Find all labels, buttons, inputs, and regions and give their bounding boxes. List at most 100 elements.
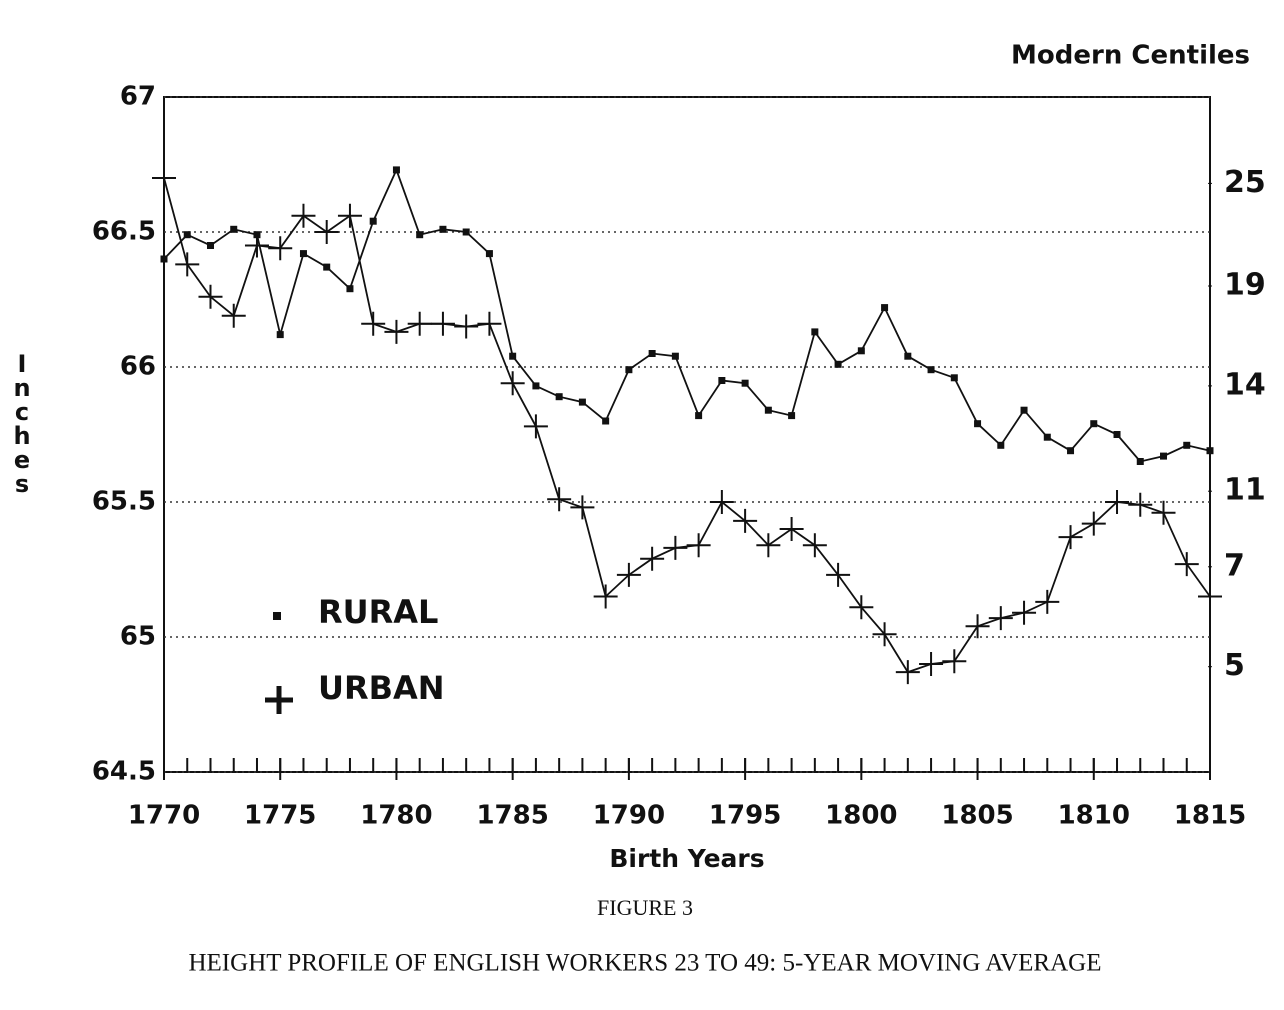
rural-marker — [997, 441, 1005, 449]
rural-marker — [1136, 458, 1144, 465]
urban-marker — [802, 533, 827, 558]
x-tick-label: 1815 — [1174, 801, 1246, 831]
y-axis-label: Inches — [8, 350, 36, 494]
urban-marker — [477, 311, 502, 336]
rural-marker — [834, 360, 842, 368]
urban-marker — [430, 311, 455, 336]
urban-marker — [826, 562, 851, 587]
urban-marker — [1128, 492, 1153, 517]
urban-marker — [454, 314, 479, 339]
y2-axis-label: Modern Centiles — [1011, 41, 1250, 71]
x-tick-label: 1785 — [476, 801, 548, 831]
urban-marker — [663, 535, 688, 560]
rural-marker — [230, 225, 238, 233]
rural-marker — [950, 374, 958, 382]
rural-marker — [462, 228, 470, 236]
urban-marker — [500, 371, 525, 396]
rural-marker — [509, 352, 517, 360]
rural-marker — [788, 412, 796, 420]
rural-marker — [206, 242, 214, 249]
legend-marker — [273, 612, 281, 620]
figure-label: FIGURE 3 — [597, 895, 693, 920]
urban-marker — [337, 203, 362, 228]
x-tick-label: 1775 — [244, 801, 316, 831]
urban-marker — [849, 595, 874, 620]
rural-marker — [695, 412, 703, 420]
urban-marker — [988, 606, 1013, 631]
y-tick-label: 66 — [120, 352, 156, 382]
x-tick-label: 1805 — [941, 801, 1013, 831]
urban-marker — [384, 319, 409, 344]
urban-marker — [1012, 600, 1037, 625]
rural-marker — [1183, 441, 1191, 449]
urban-marker — [221, 303, 246, 328]
rural-marker — [323, 263, 331, 271]
x-tick-label: 1770 — [128, 801, 200, 831]
rural-marker — [485, 250, 493, 258]
urban-marker — [407, 311, 432, 336]
urban-marker — [152, 166, 176, 190]
urban-marker — [1198, 584, 1222, 609]
x-tick-label: 1800 — [825, 801, 897, 831]
y2-tick-label: 11 — [1224, 473, 1266, 508]
rural-marker — [857, 347, 865, 355]
rural-marker — [1160, 452, 1168, 460]
rural-marker — [416, 231, 424, 239]
rural-marker — [369, 217, 377, 225]
series-line — [163, 177, 1211, 674]
x-tick-label: 1795 — [709, 801, 781, 831]
chart-title: HEIGHT PROFILE OF ENGLISH WORKERS 23 TO … — [188, 950, 1101, 977]
rural-marker — [1090, 420, 1098, 428]
urban-marker — [593, 584, 618, 609]
x-tick-label: 1780 — [360, 801, 432, 831]
x-axis-label: Birth Years — [609, 844, 764, 873]
x-tick-label: 1810 — [1058, 801, 1130, 831]
rural-marker — [648, 350, 656, 357]
rural-marker — [602, 417, 610, 425]
rural-marker — [183, 231, 191, 239]
urban-marker — [547, 487, 572, 512]
urban-marker — [523, 414, 548, 439]
urban-marker — [1058, 525, 1083, 550]
series-line — [163, 167, 1211, 463]
urban-marker — [1151, 500, 1176, 525]
rural-marker — [555, 393, 563, 401]
urban-marker — [1174, 552, 1199, 577]
legend-marker — [265, 686, 293, 714]
urban-marker — [175, 252, 200, 277]
rural-marker — [1206, 447, 1214, 455]
rural-marker — [276, 331, 284, 339]
urban-marker — [291, 203, 316, 228]
rural-marker — [578, 398, 586, 406]
urban-marker — [965, 614, 990, 639]
urban-marker — [1035, 589, 1060, 614]
urban-marker — [872, 622, 897, 647]
urban-marker — [733, 508, 758, 533]
urban-marker — [314, 220, 339, 244]
rural-marker — [392, 166, 400, 174]
y2-tick-label: 25 — [1224, 165, 1266, 200]
rural-marker — [1067, 447, 1075, 455]
urban-marker — [919, 652, 944, 676]
urban-marker — [570, 495, 595, 520]
rural-marker — [881, 304, 889, 312]
rural-marker — [1113, 431, 1121, 438]
rural-marker — [927, 366, 935, 374]
y2-tick-label: 5 — [1224, 648, 1245, 683]
y2-tick-label: 7 — [1224, 548, 1245, 583]
rural-marker — [974, 420, 982, 428]
rural-marker — [811, 328, 819, 336]
rural-marker — [346, 285, 354, 293]
rural-marker — [904, 352, 912, 360]
y2-tick-label: 19 — [1224, 268, 1266, 303]
rural-marker — [1020, 406, 1028, 414]
y2-tick-label: 14 — [1224, 367, 1266, 402]
urban-marker — [640, 546, 665, 571]
y-tick-label: 64.5 — [92, 757, 156, 787]
y-tick-label: 65 — [120, 622, 156, 652]
rural-marker — [625, 366, 633, 374]
rural-marker — [439, 225, 447, 233]
urban-marker — [779, 517, 804, 541]
urban-marker — [198, 284, 223, 309]
